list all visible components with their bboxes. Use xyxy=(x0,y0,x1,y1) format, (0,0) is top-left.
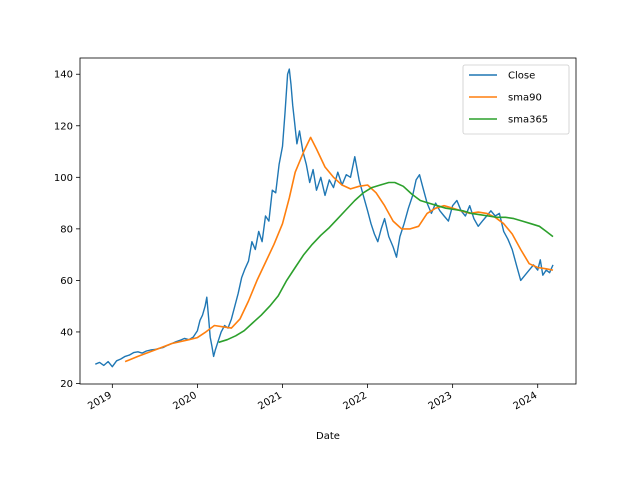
y-tick-label: 120 xyxy=(54,121,73,132)
plot-area xyxy=(79,57,577,385)
legend: Close sma90 sma365 xyxy=(462,64,570,135)
legend-label-sma90: sma90 xyxy=(508,93,542,104)
y-tick-label: 20 xyxy=(60,379,73,390)
series-line-close xyxy=(95,68,554,368)
x-axis-label: Date xyxy=(316,431,340,442)
y-tick-label: 60 xyxy=(60,276,73,287)
series-line-sma90 xyxy=(124,136,554,363)
y-tick-label: 100 xyxy=(54,173,73,184)
y-tick-label: 40 xyxy=(60,327,73,338)
y-tick-label: 80 xyxy=(60,224,73,235)
legend-box xyxy=(462,64,570,135)
plot-frame xyxy=(79,57,577,385)
y-axis: 20 40 60 80 100 120 140 xyxy=(54,70,80,390)
y-tick-label: 140 xyxy=(54,70,73,81)
series-layer xyxy=(95,68,554,368)
legend-label-close: Close xyxy=(508,71,535,82)
legend-label-sma365: sma365 xyxy=(508,115,548,126)
series-line-sma365 xyxy=(218,181,554,344)
